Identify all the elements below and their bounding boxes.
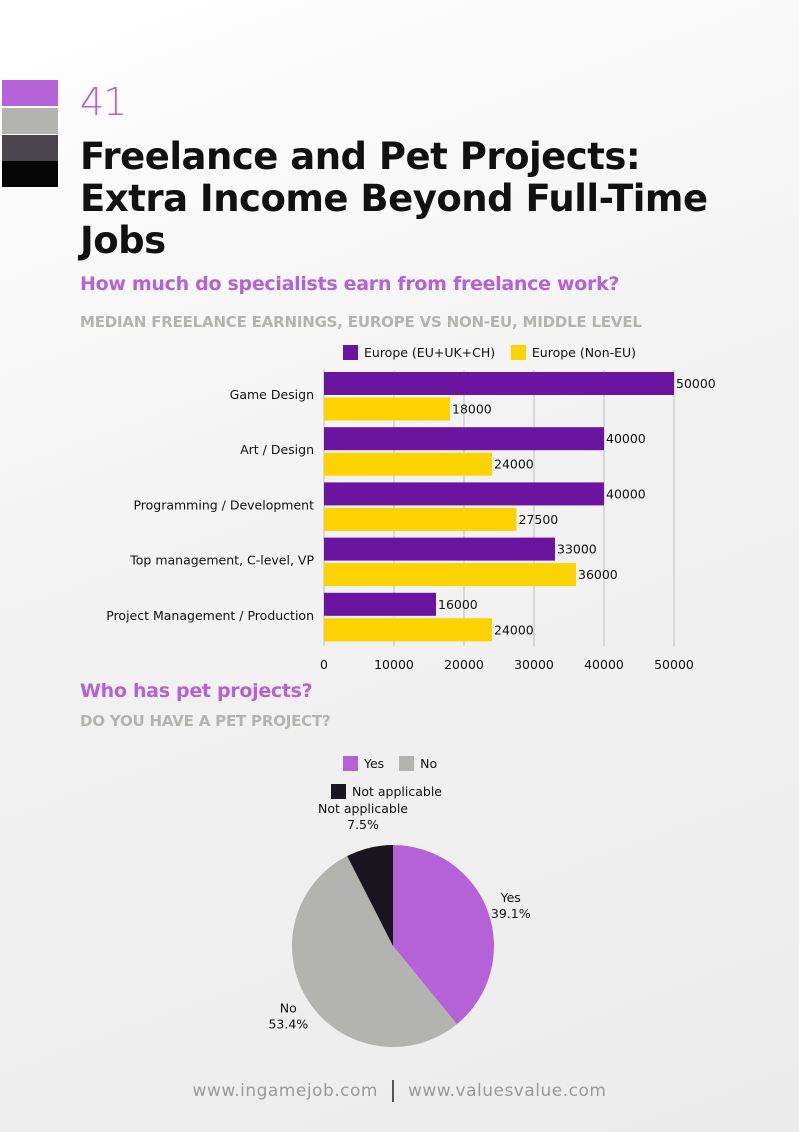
- bar-1-3: [324, 563, 576, 587]
- pie-legend-label-1: No: [420, 756, 437, 771]
- color-swatch-black: [2, 161, 58, 187]
- bar-0-0: [324, 372, 674, 395]
- bar-value-label: 24000: [494, 457, 534, 472]
- bar-value-label: 24000: [494, 622, 534, 637]
- bar-0-1: [324, 427, 604, 451]
- bar-1-1: [324, 452, 492, 476]
- pie-slice-label: Not applicable: [318, 801, 408, 816]
- pet-heading: Who has pet projects?: [80, 680, 313, 702]
- pie-slice-1: [292, 856, 457, 1047]
- category-label: Art / Design: [240, 442, 314, 457]
- bar-value-label: 27500: [519, 512, 559, 527]
- bar-value-label: 16000: [438, 597, 478, 612]
- footer-link-ingamejob[interactable]: www.ingamejob.com: [192, 1081, 378, 1101]
- bar-0-4: [324, 592, 436, 616]
- pie-slice-value: 53.4%: [268, 1016, 308, 1031]
- bar-value-label: 50000: [676, 376, 716, 391]
- footer: www.ingamejob.com www.valuesvalue.com: [0, 1080, 799, 1102]
- pie-slice-label: No: [280, 1000, 297, 1015]
- bar-1-4: [324, 618, 492, 642]
- bar-value-label: 33000: [557, 542, 597, 557]
- freelance-bar-chart: Europe (EU+UK+CH) Europe (Non-EU) Game Des…: [106, 345, 716, 670]
- pie-slice-value: 39.1%: [491, 906, 531, 921]
- color-swatch-purple: [2, 80, 58, 106]
- color-swatch-gray: [2, 108, 58, 134]
- page-title: Freelance and Pet Projects: Extra Income…: [80, 135, 708, 262]
- pie-slice-label: Yes: [500, 890, 521, 905]
- pie-legend-swatch-1: [399, 756, 415, 771]
- legend-swatch-0: [343, 345, 358, 360]
- x-tick-label: 0: [320, 657, 328, 670]
- x-tick-label: 20000: [444, 657, 484, 670]
- pie-legend-swatch-0: [343, 756, 358, 771]
- x-tick-label: 40000: [584, 657, 624, 670]
- bar-0-2: [324, 482, 604, 506]
- color-swatch-dark: [2, 135, 58, 161]
- pie-legend-label-2: Not applicable: [352, 784, 442, 799]
- category-label: Programming / Development: [133, 497, 314, 512]
- bar-value-label: 40000: [606, 431, 646, 446]
- legend-swatch-1: [510, 345, 526, 360]
- bar-value-label: 40000: [606, 486, 646, 501]
- page-number: 41: [80, 80, 127, 124]
- footer-link-valuesvalue[interactable]: www.valuesvalue.com: [407, 1081, 607, 1101]
- category-label: Game Design: [230, 387, 314, 402]
- pie-slice-2: [347, 845, 393, 946]
- bar-1-2: [324, 507, 517, 531]
- footer-divider: [391, 1080, 394, 1102]
- pie-legend-swatch-2: [331, 784, 346, 799]
- freelance-heading: How much do specialists earn from freela…: [80, 273, 620, 295]
- x-tick-label: 30000: [514, 657, 554, 670]
- freelance-subheading: MEDIAN FREELANCE EARNINGS, EUROPE VS NON…: [80, 313, 642, 331]
- legend-label-0: Europe (EU+UK+CH): [364, 345, 495, 360]
- pet-subheading: DO YOU HAVE A PET PROJECT?: [80, 712, 331, 730]
- pie-legend-label-0: Yes: [363, 756, 384, 771]
- bar-value-label: 36000: [578, 567, 618, 582]
- pie-slice-value: 7.5%: [347, 817, 379, 832]
- legend-label-1: Europe (Non-EU): [532, 345, 636, 360]
- x-tick-label: 50000: [654, 657, 694, 670]
- bar-1-0: [324, 397, 450, 421]
- pie-slice-0: [393, 845, 495, 1025]
- bar-value-label: 18000: [452, 402, 492, 417]
- category-label: Top management, C-level, VP: [129, 553, 314, 568]
- bar-0-3: [324, 537, 555, 561]
- category-label: Project Management / Production: [106, 608, 314, 623]
- x-tick-label: 10000: [374, 657, 414, 670]
